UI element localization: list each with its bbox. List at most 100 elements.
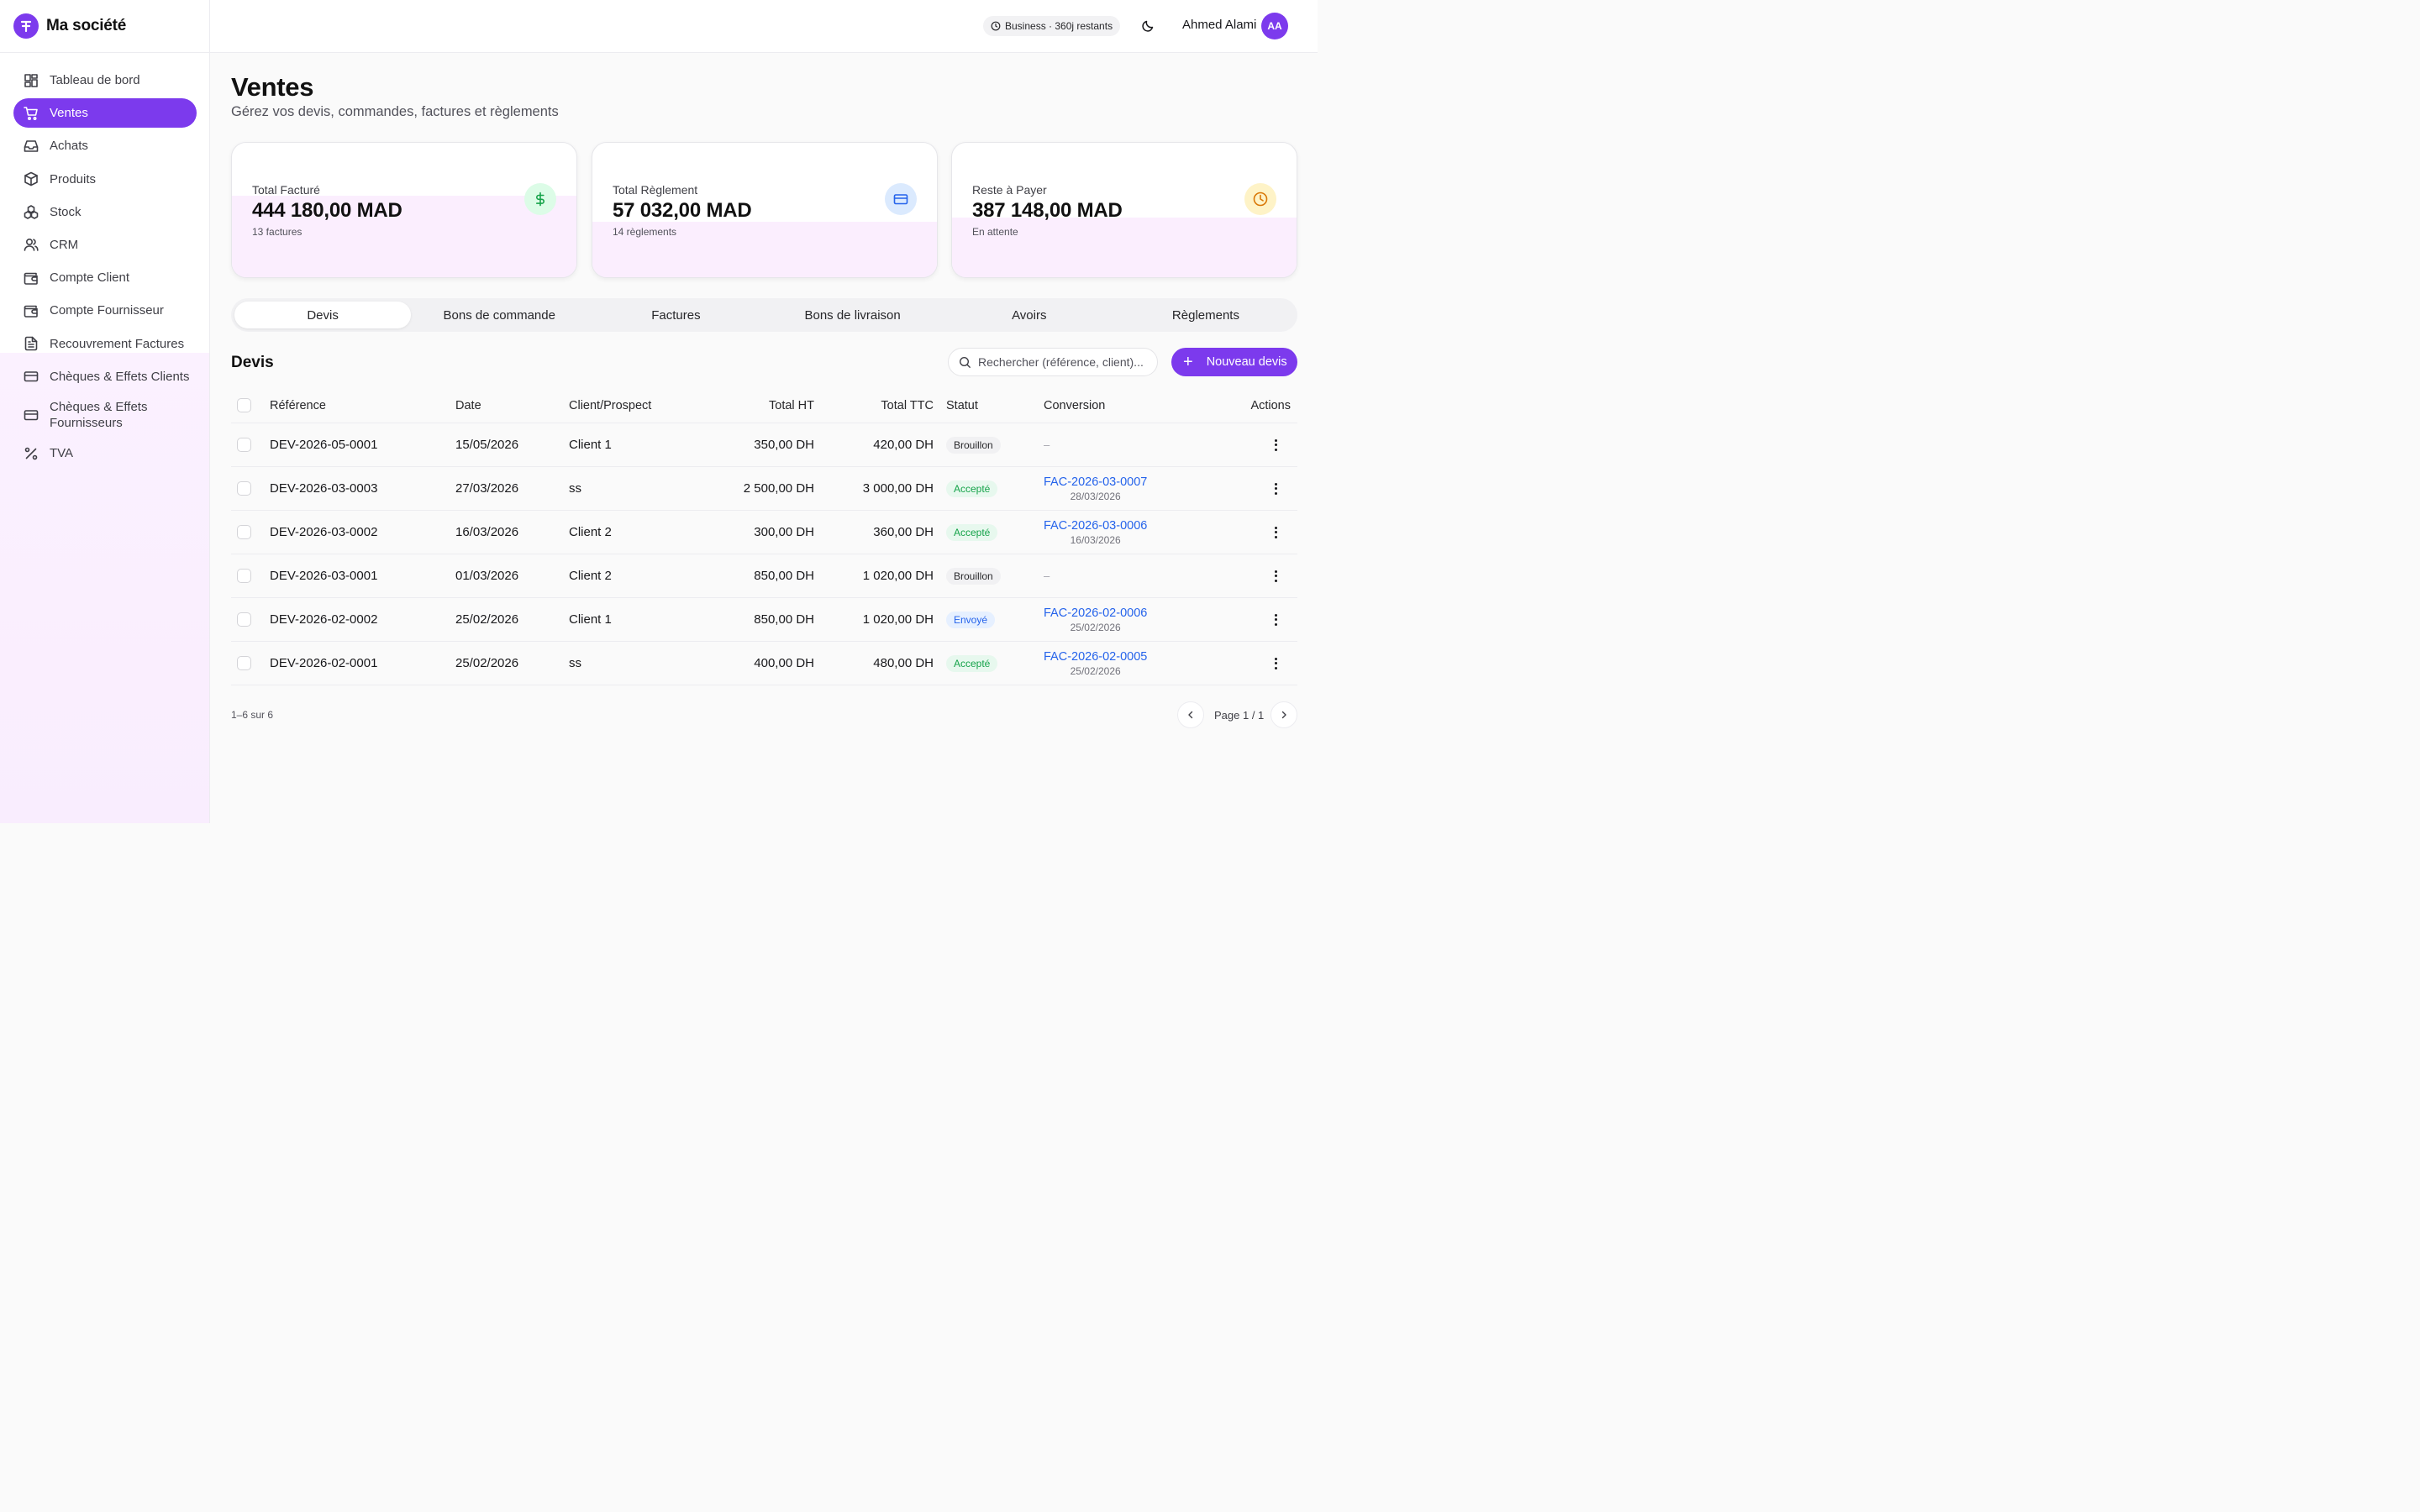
stat-meta: En attente xyxy=(972,226,1018,238)
table-row[interactable]: DEV-2026-03-0002 16/03/2026 Client 2 300,00… xyxy=(231,511,1297,554)
theme-toggle-moon-icon[interactable] xyxy=(1139,18,1156,34)
new-quote-button-label: Nouveau devis xyxy=(1206,355,1287,369)
header-conversion: Conversion xyxy=(1044,398,1106,412)
new-quote-button[interactable]: + Nouveau devis xyxy=(1171,348,1297,376)
sidebar-item-crm[interactable]: CRM xyxy=(13,230,197,260)
row-checkbox[interactable] xyxy=(237,612,251,627)
row-checkbox[interactable] xyxy=(237,569,251,583)
stat-value: 444 180,00 MAD xyxy=(252,199,402,222)
chevron-right-icon xyxy=(1282,711,1286,719)
tab-bons-de-livraison[interactable]: Bons de livraison xyxy=(804,307,901,323)
conversion-empty: – xyxy=(1044,438,1050,451)
more-vertical-icon[interactable] xyxy=(1269,480,1282,497)
credit-card-icon xyxy=(885,183,917,215)
row-checkbox[interactable] xyxy=(237,481,251,496)
conversion-invoice-link[interactable]: FAC-2026-02-0006 xyxy=(1044,606,1148,620)
sidebar-item-achats[interactable]: Achats xyxy=(13,131,197,160)
brand-name: Ma société xyxy=(46,17,127,34)
more-vertical-icon[interactable] xyxy=(1269,568,1282,585)
sidebar-item-stock[interactable]: Stock xyxy=(13,197,197,227)
cell-date: 01/03/2026 xyxy=(455,569,519,583)
cell-total-ht: 850,00 DH xyxy=(754,569,814,583)
header-status[interactable]: Statut xyxy=(946,398,978,412)
cell-reference[interactable]: DEV-2026-03-0001 xyxy=(270,569,378,583)
status-badge: Accepté xyxy=(946,480,998,497)
table-row[interactable]: DEV-2026-05-0001 15/05/2026 Client 1 350,00… xyxy=(231,423,1297,467)
sidebar-item-cheques-effets-fournisseurs[interactable]: Chèques & Effets Fournisseurs xyxy=(13,395,197,435)
page-title: Ventes xyxy=(231,72,314,102)
conversion-invoice-link[interactable]: FAC-2026-03-0007 xyxy=(1044,475,1148,489)
select-all-checkbox[interactable] xyxy=(237,398,251,412)
percent-icon xyxy=(23,445,39,462)
tab-avoirs[interactable]: Avoirs xyxy=(1012,307,1047,323)
row-checkbox[interactable] xyxy=(237,525,251,539)
cell-total-ttc: 480,00 DH xyxy=(873,656,934,670)
brand[interactable]: Ma société xyxy=(0,0,209,53)
stat-value: 387 148,00 MAD xyxy=(972,199,1123,222)
user-name[interactable]: Ahmed Alami xyxy=(1182,18,1257,32)
table-row[interactable]: DEV-2026-03-0003 27/03/2026 ss 2 500,00 DH 3… xyxy=(231,467,1297,511)
header-total-ttc[interactable]: Total TTC xyxy=(881,398,934,412)
header-client[interactable]: Client/Prospect xyxy=(569,398,652,412)
cell-reference[interactable]: DEV-2026-03-0003 xyxy=(270,481,378,496)
conversion-invoice-link[interactable]: FAC-2026-02-0005 xyxy=(1044,649,1148,664)
avatar[interactable]: AA xyxy=(1261,13,1288,39)
tab-reglements[interactable]: Règlements xyxy=(1171,307,1239,323)
table-row[interactable]: DEV-2026-03-0001 01/03/2026 Client 2 850,00… xyxy=(231,554,1297,598)
status-badge: Accepté xyxy=(946,523,998,541)
cell-status: Brouillon xyxy=(946,554,1001,597)
sidebar-item-tableau-de-bord[interactable]: Tableau de bord xyxy=(13,66,197,95)
sidebar-item-compte-fournisseur[interactable]: Compte Fournisseur xyxy=(13,296,197,325)
cell-date: 27/03/2026 xyxy=(455,481,519,496)
sidebar-item-recouvrement-factures[interactable]: Recouvrement Factures xyxy=(13,329,197,359)
cell-reference[interactable]: DEV-2026-02-0002 xyxy=(270,612,378,627)
table-header: Référence Date Client/Prospect Total HT … xyxy=(231,388,1297,423)
table-body: DEV-2026-05-0001 15/05/2026 Client 1 350,00… xyxy=(231,423,1297,685)
cell-total-ht: 350,00 DH xyxy=(754,438,814,452)
more-vertical-icon[interactable] xyxy=(1269,524,1282,541)
search-input[interactable] xyxy=(978,355,1150,369)
stat-card-fill xyxy=(592,222,937,277)
header-date[interactable]: Date xyxy=(455,398,481,412)
cell-reference[interactable]: DEV-2026-05-0001 xyxy=(270,438,378,452)
plus-icon: + xyxy=(1183,353,1193,371)
box-icon xyxy=(23,171,39,187)
next-page-button[interactable] xyxy=(1270,701,1298,728)
tab-bons-de-commande[interactable]: Bons de commande xyxy=(443,307,555,323)
header-total-ht[interactable]: Total HT xyxy=(769,398,814,412)
row-checkbox[interactable] xyxy=(237,656,251,670)
cell-conversion: FAC-2026-02-0006 25/02/2026 xyxy=(1044,598,1147,641)
sidebar-item-label: CRM xyxy=(50,237,79,252)
sidebar-item-label: Produits xyxy=(50,171,97,186)
conversion-invoice-link[interactable]: FAC-2026-03-0006 xyxy=(1044,518,1148,533)
tab-factures[interactable]: Factures xyxy=(651,307,701,323)
plan-badge[interactable]: Business · 360j restants xyxy=(983,16,1121,36)
sidebar-item-produits[interactable]: Produits xyxy=(13,165,197,194)
cell-client: ss xyxy=(569,656,581,670)
prev-page-button[interactable] xyxy=(1177,701,1204,728)
search-box[interactable] xyxy=(948,348,1158,376)
more-vertical-icon[interactable] xyxy=(1269,437,1282,454)
cell-date: 25/02/2026 xyxy=(455,612,519,627)
cell-reference[interactable]: DEV-2026-03-0002 xyxy=(270,525,378,539)
row-checkbox[interactable] xyxy=(237,438,251,452)
page-subtitle: Gérez vos devis, commandes, factures et … xyxy=(231,104,559,119)
page-indicator: Page 1 / 1 xyxy=(1214,708,1265,722)
more-vertical-icon[interactable] xyxy=(1269,612,1282,628)
conversion-date: 16/03/2026 xyxy=(1070,533,1121,546)
header-actions: Actions xyxy=(1250,398,1291,412)
status-badge: Envoyé xyxy=(946,611,996,628)
more-vertical-icon[interactable] xyxy=(1269,655,1282,672)
results-count: 1–6 sur 6 xyxy=(231,709,274,721)
tab-devis[interactable]: Devis xyxy=(234,302,412,328)
sidebar-item-compte-client[interactable]: Compte Client xyxy=(13,263,197,292)
sidebar-item-cheques-effets-clients[interactable]: Chèques & Effets Clients xyxy=(13,362,197,391)
cell-reference[interactable]: DEV-2026-02-0001 xyxy=(270,656,378,670)
row-select-cell xyxy=(237,423,251,466)
sidebar-item-ventes[interactable]: Ventes xyxy=(13,98,197,129)
table-row[interactable]: DEV-2026-02-0002 25/02/2026 Client 1 850,00… xyxy=(231,598,1297,642)
header-reference[interactable]: Référence xyxy=(270,398,326,412)
stat-meta: 13 factures xyxy=(252,226,302,238)
sidebar-item-tva[interactable]: TVA xyxy=(13,438,197,468)
table-row[interactable]: DEV-2026-02-0001 25/02/2026 ss 400,00 DH 480… xyxy=(231,642,1297,685)
